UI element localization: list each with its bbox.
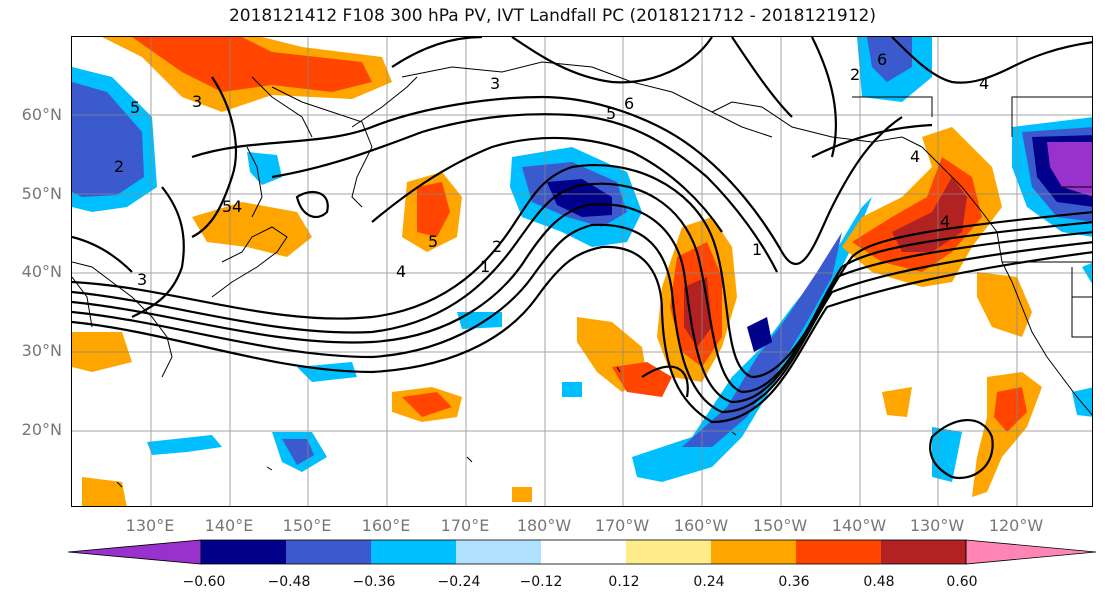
colorbar-segment — [626, 540, 711, 564]
contour-label: 2 — [114, 157, 124, 176]
colorbar-tick-label: 0.24 — [693, 574, 725, 590]
colorbar-frame — [200, 539, 967, 565]
contour-label: 4 — [979, 74, 989, 93]
colorbar-tick-label: −0.12 — [519, 574, 563, 590]
lat-label: 40°N — [21, 262, 62, 281]
colorbar-segment — [965, 539, 1097, 565]
contour-label: 6 — [624, 94, 634, 113]
colorbar-tick-label: −0.60 — [182, 574, 226, 590]
contour-label: 1 — [752, 240, 762, 259]
colorbar-segment — [371, 540, 456, 564]
contour-label: 5 — [130, 98, 140, 117]
contour-label: 5 — [222, 197, 232, 216]
lat-label: 20°N — [21, 420, 62, 439]
lon-label: 160°E — [361, 516, 411, 535]
colorbar-tick-label: 0.48 — [863, 574, 895, 590]
contour-label: 5 — [606, 104, 616, 123]
contour-label: 1 — [480, 257, 490, 276]
contour-label: 6 — [877, 50, 887, 69]
colorbar-segment — [711, 540, 796, 564]
colorbar-segment — [456, 540, 541, 564]
contour-label: 2 — [492, 237, 502, 256]
contour-label-group: 1 2 3 4 5 6 2 4 5 4 3 5 2 1 4 4 6 3 5 — [114, 50, 989, 289]
pv-shading — [72, 37, 1092, 506]
map-panel: 1 2 3 4 5 6 2 4 5 4 3 5 2 1 4 4 6 3 5 — [71, 36, 1093, 507]
colorbar-tick-label: 0.12 — [608, 574, 640, 590]
contour-label: 4 — [232, 197, 242, 216]
contour-label: 4 — [940, 212, 950, 231]
map-canvas: 1 2 3 4 5 6 2 4 5 4 3 5 2 1 4 4 6 3 5 — [72, 37, 1092, 506]
lon-label: 140°W — [831, 516, 887, 535]
lon-label: 170°E — [440, 516, 490, 535]
lat-label: 50°N — [21, 184, 62, 203]
contour-label: 3 — [137, 270, 147, 289]
colorbar-tick-label: −0.36 — [352, 574, 396, 590]
contour-label: 3 — [490, 74, 500, 93]
colorbar-segment — [541, 540, 626, 564]
colorbar-segment — [201, 540, 286, 564]
coastlines — [72, 61, 1092, 488]
colorbar-tick-label: 0.36 — [778, 574, 810, 590]
contour-label: 5 — [428, 232, 438, 251]
lon-label: 130°E — [125, 516, 175, 535]
lat-label: 30°N — [21, 341, 62, 360]
lat-label: 60°N — [21, 105, 62, 124]
lon-label: 150°W — [752, 516, 808, 535]
colorbar-segment — [796, 540, 881, 564]
colorbar — [68, 539, 1097, 565]
lon-label: 170°W — [594, 516, 650, 535]
map-title: 2018121412 F108 300 hPa PV, IVT Landfall… — [228, 6, 876, 26]
lon-label: 140°E — [204, 516, 254, 535]
ivt-contours — [72, 37, 1092, 480]
lon-label: 150°E — [282, 516, 332, 535]
lon-label: 160°W — [673, 516, 729, 535]
colorbar-tick-label: −0.24 — [437, 574, 481, 590]
colorbar-tick-label: 0.60 — [946, 574, 978, 590]
colorbar-segment — [286, 540, 371, 564]
contour-label: 3 — [192, 92, 202, 111]
contour-label: 4 — [396, 262, 406, 281]
contour-label: 4 — [910, 147, 920, 166]
contour-label: 2 — [850, 65, 860, 84]
lon-label: 130°W — [909, 516, 965, 535]
colorbar-segment — [68, 539, 202, 565]
colorbar-tick-label: −0.48 — [267, 574, 311, 590]
colorbar-segment — [881, 540, 966, 564]
lon-label: 180°W — [516, 516, 572, 535]
lon-label: 120°W — [988, 516, 1044, 535]
